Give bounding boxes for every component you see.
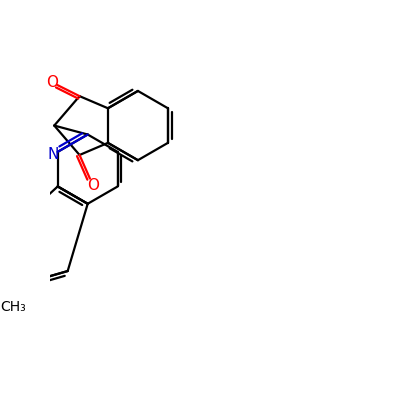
Text: O: O <box>46 75 58 90</box>
Text: N: N <box>48 147 59 162</box>
Text: O: O <box>87 178 99 193</box>
Text: CH₃: CH₃ <box>0 300 26 314</box>
